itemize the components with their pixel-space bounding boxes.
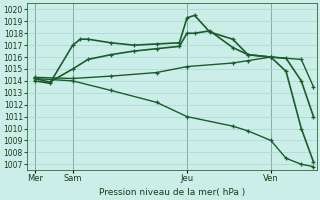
X-axis label: Pression niveau de la mer( hPa ): Pression niveau de la mer( hPa ) (99, 188, 245, 197)
